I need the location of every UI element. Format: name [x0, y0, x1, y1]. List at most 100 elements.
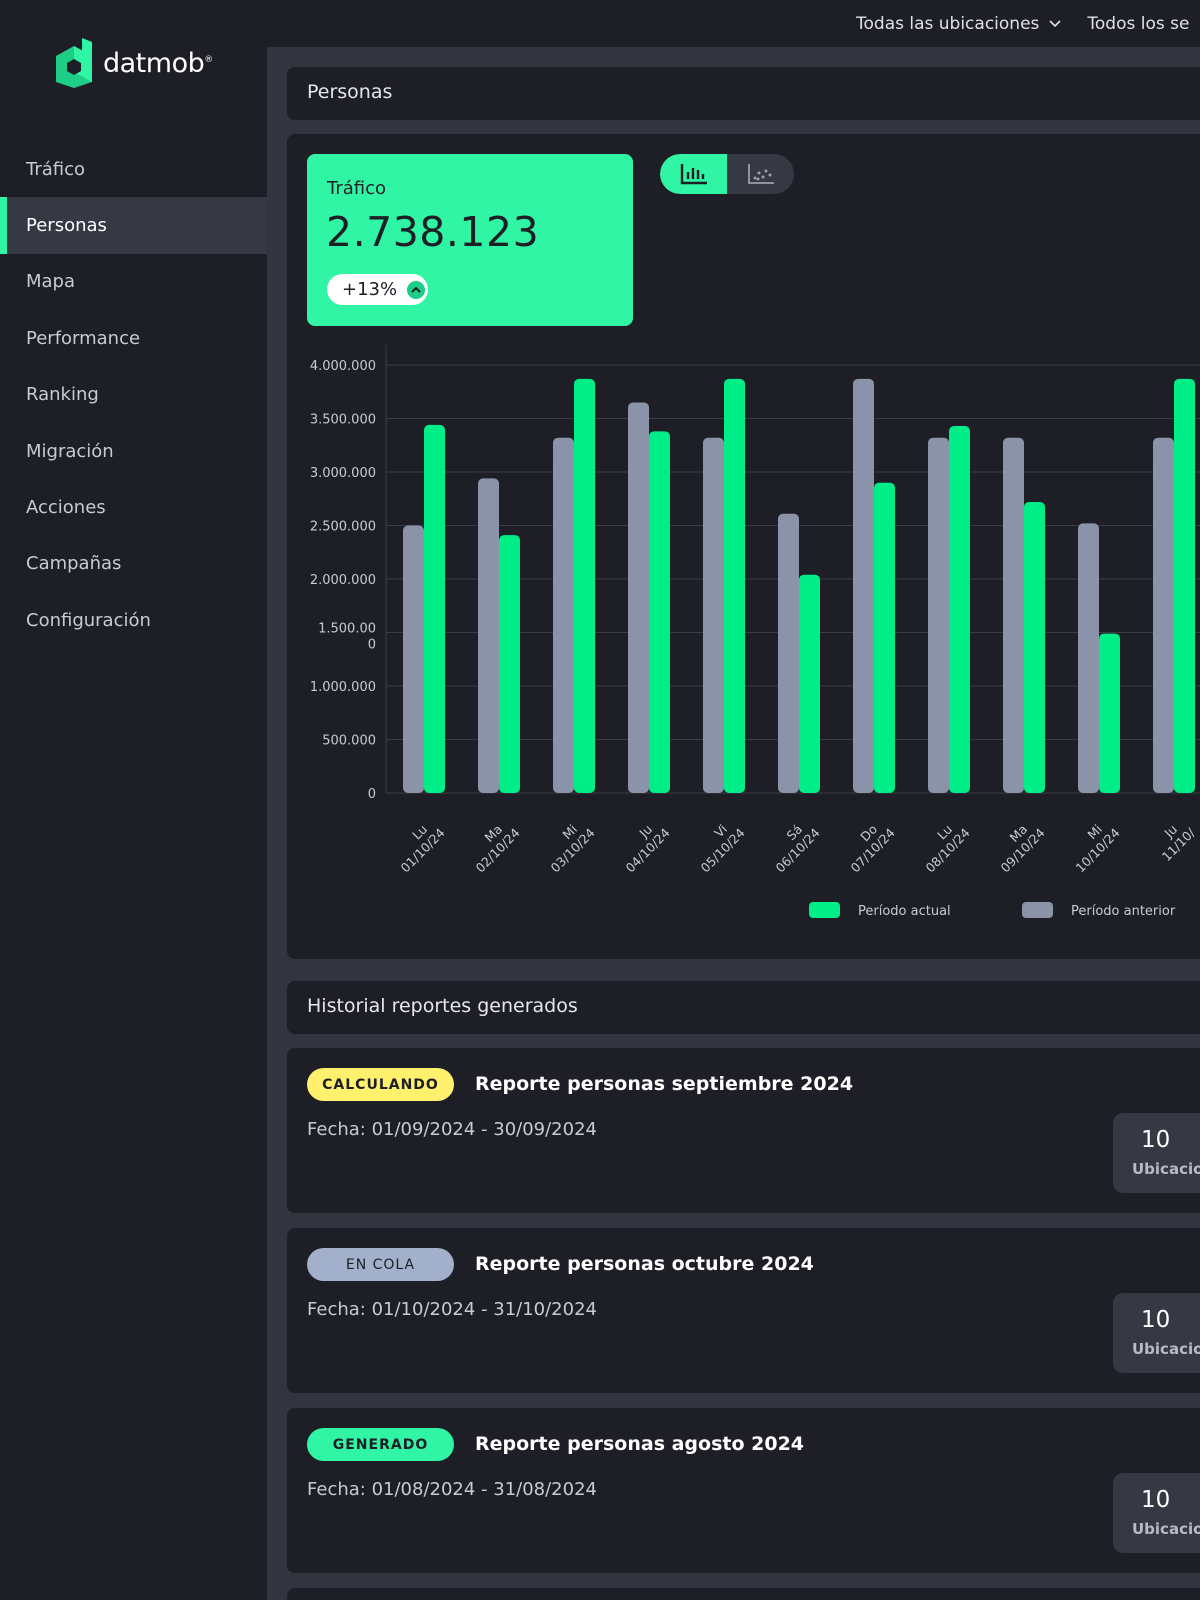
locations-count-box: 10 Ubicacio [1113, 1113, 1200, 1193]
sidebar-item-acciones[interactable]: Acciones [26, 497, 106, 519]
y-tick-label: 1.000.000 [310, 680, 376, 695]
sidebar-item-trafico[interactable]: Tráfico [26, 158, 86, 180]
locations-label: Ubicacio [1132, 1340, 1200, 1358]
bar-chart-icon [680, 164, 707, 185]
legend-label-current: Período actual [858, 904, 951, 919]
scatter-chart-view-button[interactable] [727, 154, 794, 194]
locations-label: Ubicacio [1132, 1520, 1200, 1538]
page-title: Personas [307, 81, 393, 103]
report-title: Reporte personas agosto 2024 [475, 1433, 805, 1455]
report-card[interactable]: CALCULANDO Reporte personas septiembre 2… [287, 1048, 1200, 1213]
registered-mark: ® [204, 54, 213, 65]
bar-current-period [424, 424, 445, 793]
locations-count: 10 [1141, 1487, 1171, 1513]
x-tick-label: Ju11/10/ [1148, 814, 1198, 864]
bar-previous-period [553, 437, 574, 793]
kpi-change-badge: +13% [327, 274, 428, 305]
x-tick-label: Ma02/10/24 [462, 814, 523, 875]
sidebar-item-configuracion[interactable]: Configuración [26, 609, 151, 631]
x-tick-label: Mi03/10/24 [537, 814, 598, 875]
sidebar: datmob® Tráfico Personas Mapa Performanc… [0, 0, 267, 1600]
chevron-down-icon [1049, 19, 1061, 27]
kpi-value: 2.738.123 [326, 208, 540, 256]
x-tick-label: Mi10/10/24 [1062, 814, 1123, 875]
report-title: Reporte personas octubre 2024 [475, 1253, 814, 1275]
locations-count-box: 10 Ubicacio [1113, 1293, 1200, 1373]
bar-current-period [874, 482, 895, 793]
bar-previous-period [1078, 523, 1099, 793]
x-tick-label: Lu01/10/24 [387, 814, 448, 875]
report-date: Fecha: 01/10/2024 - 31/10/2024 [307, 1299, 597, 1320]
brand-logo[interactable]: datmob® [55, 38, 213, 88]
bar-current-period [1099, 633, 1120, 793]
datmob-logo-icon [56, 38, 92, 88]
locations-count-box: 10 Ubicacio [1113, 1473, 1200, 1553]
sidebar-item-personas[interactable]: Personas [0, 197, 267, 255]
legend-swatch-current [809, 902, 840, 918]
traffic-kpi-card: Tráfico 2.738.123 +13% [307, 154, 633, 326]
bar-current-period [949, 425, 970, 793]
history-header: Historial reportes generados [287, 981, 1200, 1034]
legend-swatch-previous [1022, 902, 1053, 918]
report-date: Fecha: 01/08/2024 - 31/08/2024 [307, 1479, 597, 1500]
section-header: Personas [287, 67, 1200, 120]
x-tick-label: Vi05/10/24 [687, 814, 748, 875]
x-tick-label: Ma09/10/24 [987, 814, 1048, 875]
y-tick-label: 500.000 [322, 734, 376, 749]
bar-current-period [649, 431, 670, 793]
report-card[interactable] [287, 1588, 1200, 1600]
y-tick-label: 4.000.000 [310, 359, 376, 374]
sidebar-item-mapa[interactable]: Mapa [26, 271, 76, 293]
top-bar: Todas las ubicaciones Todos los se [267, 0, 1200, 47]
y-tick-label: 2.000.000 [310, 573, 376, 588]
bar-previous-period [403, 525, 424, 793]
brand-name: datmob [103, 47, 205, 79]
bar-current-period [799, 574, 820, 793]
status-badge: CALCULANDO [307, 1068, 454, 1101]
bar-previous-period [853, 378, 874, 793]
x-tick-label: Sá06/10/24 [762, 814, 823, 875]
sidebar-item-migracion[interactable]: Migración [26, 440, 114, 462]
bar-current-period [1174, 378, 1195, 793]
status-badge: GENERADO [307, 1428, 454, 1461]
y-tick-label: 2.500.000 [310, 520, 376, 535]
bar-current-period [499, 535, 520, 793]
locations-filter-label: Todas las ubicaciones [856, 13, 1040, 34]
arrow-up-icon [407, 280, 426, 299]
bar-previous-period [703, 437, 724, 793]
y-tick-label: 1.500.00 0 [318, 622, 376, 653]
bar-current-period [724, 378, 745, 793]
second-filter-dropdown[interactable]: Todos los se [1087, 14, 1189, 34]
sidebar-item-ranking[interactable]: Ranking [26, 384, 99, 406]
locations-label: Ubicacio [1132, 1160, 1200, 1178]
x-tick-label: Lu08/10/24 [912, 814, 973, 875]
second-filter-label: Todos los se [1087, 13, 1190, 34]
report-card[interactable]: EN COLA Reporte personas octubre 2024 Fe… [287, 1228, 1200, 1393]
bar-previous-period [1153, 437, 1174, 793]
x-tick-label: Do07/10/24 [837, 814, 898, 875]
locations-count: 10 [1141, 1127, 1171, 1153]
scatter-chart-icon [747, 164, 774, 184]
sidebar-nav: Tráfico Personas Mapa Performance Rankin… [0, 141, 267, 649]
locations-count: 10 [1141, 1307, 1171, 1333]
y-tick-label: 0 [368, 787, 376, 802]
sidebar-item-campanas[interactable]: Campañas [26, 553, 122, 575]
history-title: Historial reportes generados [307, 995, 578, 1017]
legend-label-previous: Período anterior [1071, 904, 1176, 919]
bar-chart-view-button[interactable] [660, 154, 727, 194]
bar-previous-period [628, 402, 649, 793]
y-tick-label: 3.500.000 [310, 413, 376, 428]
bar-previous-period [1003, 437, 1024, 793]
bar-previous-period [928, 437, 949, 793]
traffic-bar-chart: 0 500.000 1.000.000 1.500.00 0 2.000.000 2.500… [310, 345, 1200, 919]
sidebar-item-performance[interactable]: Performance [26, 327, 141, 349]
x-tick-label: Ju04/10/24 [612, 814, 673, 875]
kpi-change-value: +13% [342, 279, 398, 300]
y-tick-label: 3.000.000 [310, 466, 376, 481]
bar-current-period [574, 378, 595, 793]
report-card[interactable]: GENERADO Reporte personas agosto 2024 Fe… [287, 1408, 1200, 1573]
kpi-label: Tráfico [327, 178, 387, 199]
report-date: Fecha: 01/09/2024 - 30/09/2024 [307, 1119, 597, 1140]
locations-filter-dropdown[interactable]: Todas las ubicaciones [856, 14, 1061, 34]
bar-previous-period [478, 478, 499, 793]
